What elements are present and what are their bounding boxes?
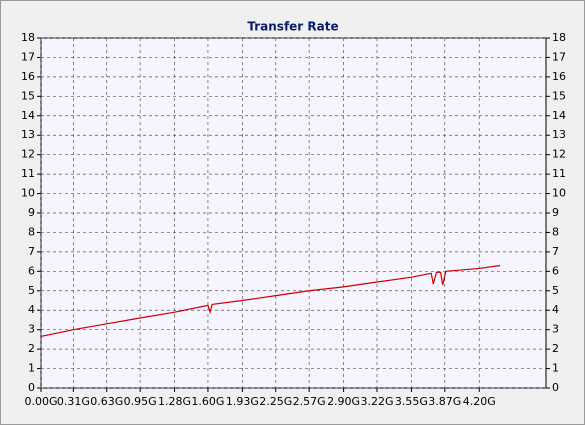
y2-tick-label: 12 — [552, 148, 566, 161]
y-tick-label: 18 — [21, 31, 35, 44]
y-tick-label: 12 — [21, 148, 35, 161]
x-tick-label: 2.90G — [327, 395, 360, 408]
y-tick-label: 2 — [28, 342, 35, 355]
y-tick-label: 4 — [28, 303, 35, 316]
x-tick-label: 3.87G — [428, 395, 461, 408]
x-tick-label: 4.20G — [463, 395, 496, 408]
y2-tick-label: 13 — [552, 128, 566, 141]
y2-tick-label: 5 — [552, 284, 559, 297]
x-tick-label: 1.60G — [191, 395, 224, 408]
y2-tick-label: 15 — [552, 89, 566, 102]
y-tick-label: 15 — [21, 89, 35, 102]
y-tick-label: 9 — [28, 206, 35, 219]
y2-tick-label: 9 — [552, 206, 559, 219]
y2-tick-label: 2 — [552, 342, 559, 355]
y2-tick-label: 6 — [552, 264, 559, 277]
y-tick-label: 14 — [21, 109, 35, 122]
y-tick-label: 13 — [21, 128, 35, 141]
y2-tick-label: 18 — [552, 31, 566, 44]
y2-tick-label: 1 — [552, 362, 559, 375]
y2-tick-label: 3 — [552, 323, 559, 336]
y-tick-label: 10 — [21, 187, 35, 200]
y2-tick-label: 17 — [552, 50, 566, 63]
x-tick-label: 3.55G — [395, 395, 428, 408]
y-tick-label: 3 — [28, 323, 35, 336]
y-tick-label: 0 — [28, 381, 35, 394]
x-tick-label: 3.22G — [360, 395, 393, 408]
y2-tick-label: 11 — [552, 167, 566, 180]
x-tick-label: 1.93G — [226, 395, 259, 408]
x-tick-label: 0.63G — [90, 395, 123, 408]
y2-tick-label: 14 — [552, 109, 566, 122]
y-tick-label: 16 — [21, 70, 35, 83]
x-tick-label: 1.28G — [158, 395, 191, 408]
x-tick-label: 2.25G — [259, 395, 292, 408]
y2-tick-label: 10 — [552, 187, 566, 200]
y2-tick-label: 4 — [552, 303, 559, 316]
y2-tick-label: 7 — [552, 245, 559, 258]
chart-title: Transfer Rate — [247, 20, 338, 34]
y-tick-label: 17 — [21, 50, 35, 63]
y-tick-label: 6 — [28, 264, 35, 277]
y-tick-label: 11 — [21, 167, 35, 180]
y-tick-label: 8 — [28, 225, 35, 238]
x-tick-label: 0.31G — [57, 395, 90, 408]
x-tick-label: 2.57G — [293, 395, 326, 408]
y-tick-label: 5 — [28, 284, 35, 297]
y-tick-label: 7 — [28, 245, 35, 258]
y2-tick-label: 16 — [552, 70, 566, 83]
y2-tick-label: 0 — [552, 381, 559, 394]
x-tick-label: 0.95G — [124, 395, 157, 408]
y2-tick-label: 8 — [552, 225, 559, 238]
y-tick-label: 1 — [28, 362, 35, 375]
x-tick-label: 0.00G — [24, 395, 57, 408]
data-line — [40, 264, 501, 338]
